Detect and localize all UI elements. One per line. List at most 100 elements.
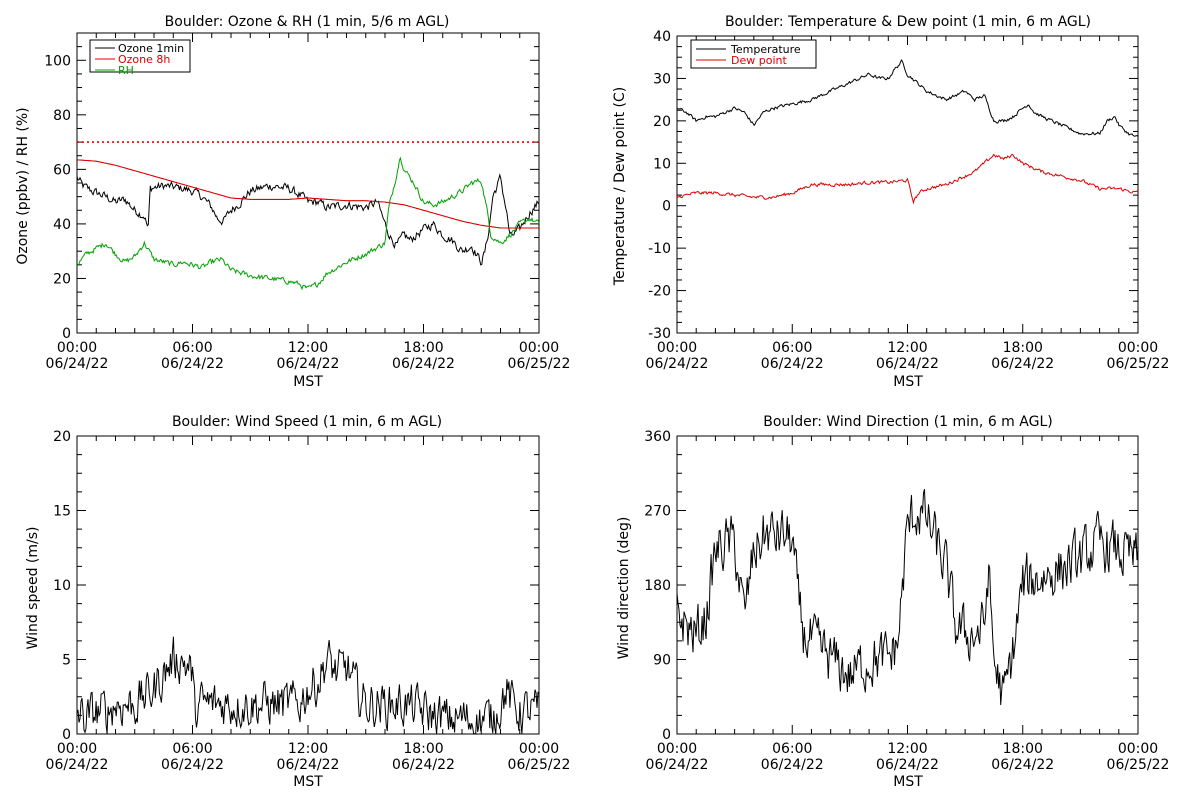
wdir-xtick-time: 06:00 (772, 741, 812, 757)
ozone-plot-frame (76, 32, 540, 334)
wspd-series-trace-0 (76, 636, 540, 735)
wspd-xtick-date: 06/24/22 (46, 757, 109, 773)
ozone-legend-frame (89, 39, 191, 73)
temp-ytick-label: 40 (653, 29, 671, 45)
temp-xtick-date: 06/24/22 (761, 356, 824, 372)
wspd-xtick-date: 06/24/22 (392, 757, 455, 773)
temp-ytick-label: -20 (648, 284, 671, 300)
wdir-xtick-date: 06/25/22 (1107, 757, 1170, 773)
wspd-xtick-time: 00:00 (519, 741, 559, 757)
wind-speed-panel: Boulder: Wind Speed (1 min, 6 m AGL) Win… (25, 414, 570, 790)
ozone-xtick-date: 06/24/22 (46, 356, 109, 372)
ozone-legend-label-2: Ozone 8h (118, 53, 170, 66)
temperature-dewpoint-panel: Boulder: Temperature & Dew point (1 min,… (612, 14, 1169, 390)
ozone-ytick-label: 0 (62, 326, 71, 342)
wdir-panel-ylabel: Wind direction (deg) (616, 517, 632, 660)
ozone-legend: Ozone 1min Ozone 8h RH (89, 39, 191, 77)
temp-series-temperature (676, 58, 1139, 137)
ozone-ytick-label: 20 (53, 271, 71, 287)
ozone-xtick-time: 00:00 (519, 340, 559, 356)
temp-panel-ylabel: Temperature / Dew point (C) (612, 87, 628, 286)
wspd-xtick-time: 12:00 (288, 741, 328, 757)
temp-ytick-label: -30 (648, 326, 671, 342)
wdir-series-trace-0 (676, 489, 1139, 706)
wspd-ytick-label: 0 (62, 727, 71, 743)
ozone-legend-label-3: RH (118, 64, 134, 77)
temp-xtick-date: 06/24/22 (991, 356, 1054, 372)
wdir-xtick-date: 06/24/22 (991, 757, 1054, 773)
wdir-ytick-label: 0 (662, 727, 671, 743)
ozone-xtick-date: 06/25/22 (508, 356, 571, 372)
ozone-ytick-label: 60 (53, 162, 71, 178)
ozone-ytick-label: 40 (53, 217, 71, 233)
ozone-ytick-label: 100 (44, 53, 71, 69)
wspd-ytick-label: 5 (62, 653, 71, 669)
wdir-xtick-date: 06/24/22 (646, 757, 709, 773)
temp-ytick-label: -10 (648, 241, 671, 257)
temp-xtick-date: 06/25/22 (1107, 356, 1170, 372)
wind-direction-panel: Boulder: Wind Direction (1 min, 6 m AGL)… (616, 414, 1169, 790)
wdir-ytick-label: 270 (644, 504, 671, 520)
temp-legend-frame (690, 39, 817, 69)
wspd-xtick-date: 06/24/22 (161, 757, 224, 773)
wdir-xtick-time: 18:00 (1003, 741, 1043, 757)
wspd-xtick-time: 06:00 (172, 741, 212, 757)
ozone-xtick-date: 06/24/22 (161, 356, 224, 372)
wdir-panel-xlabel: MST (893, 774, 923, 790)
temp-xtick-date: 06/24/22 (646, 356, 709, 372)
wspd-ytick-label: 15 (53, 504, 71, 520)
temp-xtick-time: 06:00 (772, 340, 812, 356)
temp-xtick-date: 06/24/22 (876, 356, 939, 372)
ozone-xtick-time: 12:00 (288, 340, 328, 356)
wdir-plot-frame (676, 435, 1139, 735)
wspd-ytick-label: 20 (53, 429, 71, 445)
wdir-xtick-time: 00:00 (657, 741, 697, 757)
wdir-ytick-label: 180 (644, 578, 671, 594)
ozone-series-ozone-1min (76, 173, 540, 266)
wspd-xtick-time: 00:00 (57, 741, 97, 757)
temp-legend-label-1: Temperature (730, 43, 801, 56)
ozone-xtick-date: 06/24/22 (277, 356, 340, 372)
wdir-ytick-label: 360 (644, 429, 671, 445)
temp-panel-xlabel: MST (893, 374, 923, 390)
ozone-rh-panel: Boulder: Ozone & RH (1 min, 5/6 m AGL) O… (15, 14, 570, 390)
ozone-series-rh (76, 156, 540, 291)
wspd-ytick-label: 10 (53, 578, 71, 594)
wdir-panel-title: Boulder: Wind Direction (1 min, 6 m AGL) (763, 414, 1052, 430)
temp-plot-frame (676, 35, 1139, 334)
wspd-panel-xlabel: MST (293, 774, 323, 790)
ozone-xtick-time: 06:00 (172, 340, 212, 356)
temp-xtick-time: 18:00 (1003, 340, 1043, 356)
wspd-panel-title: Boulder: Wind Speed (1 min, 6 m AGL) (172, 414, 442, 430)
temp-ytick-label: 20 (653, 114, 671, 130)
wspd-xtick-time: 18:00 (403, 741, 443, 757)
wdir-xtick-date: 06/24/22 (761, 757, 824, 773)
wdir-xtick-time: 12:00 (887, 741, 927, 757)
ozone-legend-label-1: Ozone 1min (118, 42, 184, 55)
ozone-ytick-label: 80 (53, 108, 71, 124)
temp-panel-title: Boulder: Temperature & Dew point (1 min,… (725, 14, 1091, 30)
temp-xtick-time: 00:00 (1118, 340, 1158, 356)
wspd-xtick-date: 06/25/22 (508, 757, 571, 773)
temp-legend-label-2: Dew point (731, 54, 787, 67)
ozone-panel-xlabel: MST (293, 374, 323, 390)
wdir-xtick-date: 06/24/22 (876, 757, 939, 773)
ozone-xtick-date: 06/24/22 (392, 356, 455, 372)
ozone-panel-title: Boulder: Ozone & RH (1 min, 5/6 m AGL) (165, 14, 450, 30)
wspd-xtick-date: 06/24/22 (277, 757, 340, 773)
wdir-xtick-time: 00:00 (1118, 741, 1158, 757)
temp-xtick-time: 12:00 (887, 340, 927, 356)
temp-ytick-label: 0 (662, 199, 671, 215)
temp-ytick-label: 30 (653, 71, 671, 87)
ozone-xtick-time: 18:00 (403, 340, 443, 356)
ozone-series-ozone-8h (76, 159, 539, 229)
wdir-ytick-label: 90 (653, 653, 671, 669)
ozone-panel-ylabel: Ozone (ppbv) / RH (%) (15, 107, 31, 264)
temp-xtick-time: 00:00 (657, 340, 697, 356)
temp-legend: Temperature Dew point (690, 39, 817, 69)
ozone-xtick-time: 00:00 (57, 340, 97, 356)
temp-ytick-label: 10 (653, 156, 671, 172)
wspd-panel-ylabel: Wind speed (m/s) (25, 527, 41, 650)
temp-series-dew-point (676, 153, 1139, 205)
